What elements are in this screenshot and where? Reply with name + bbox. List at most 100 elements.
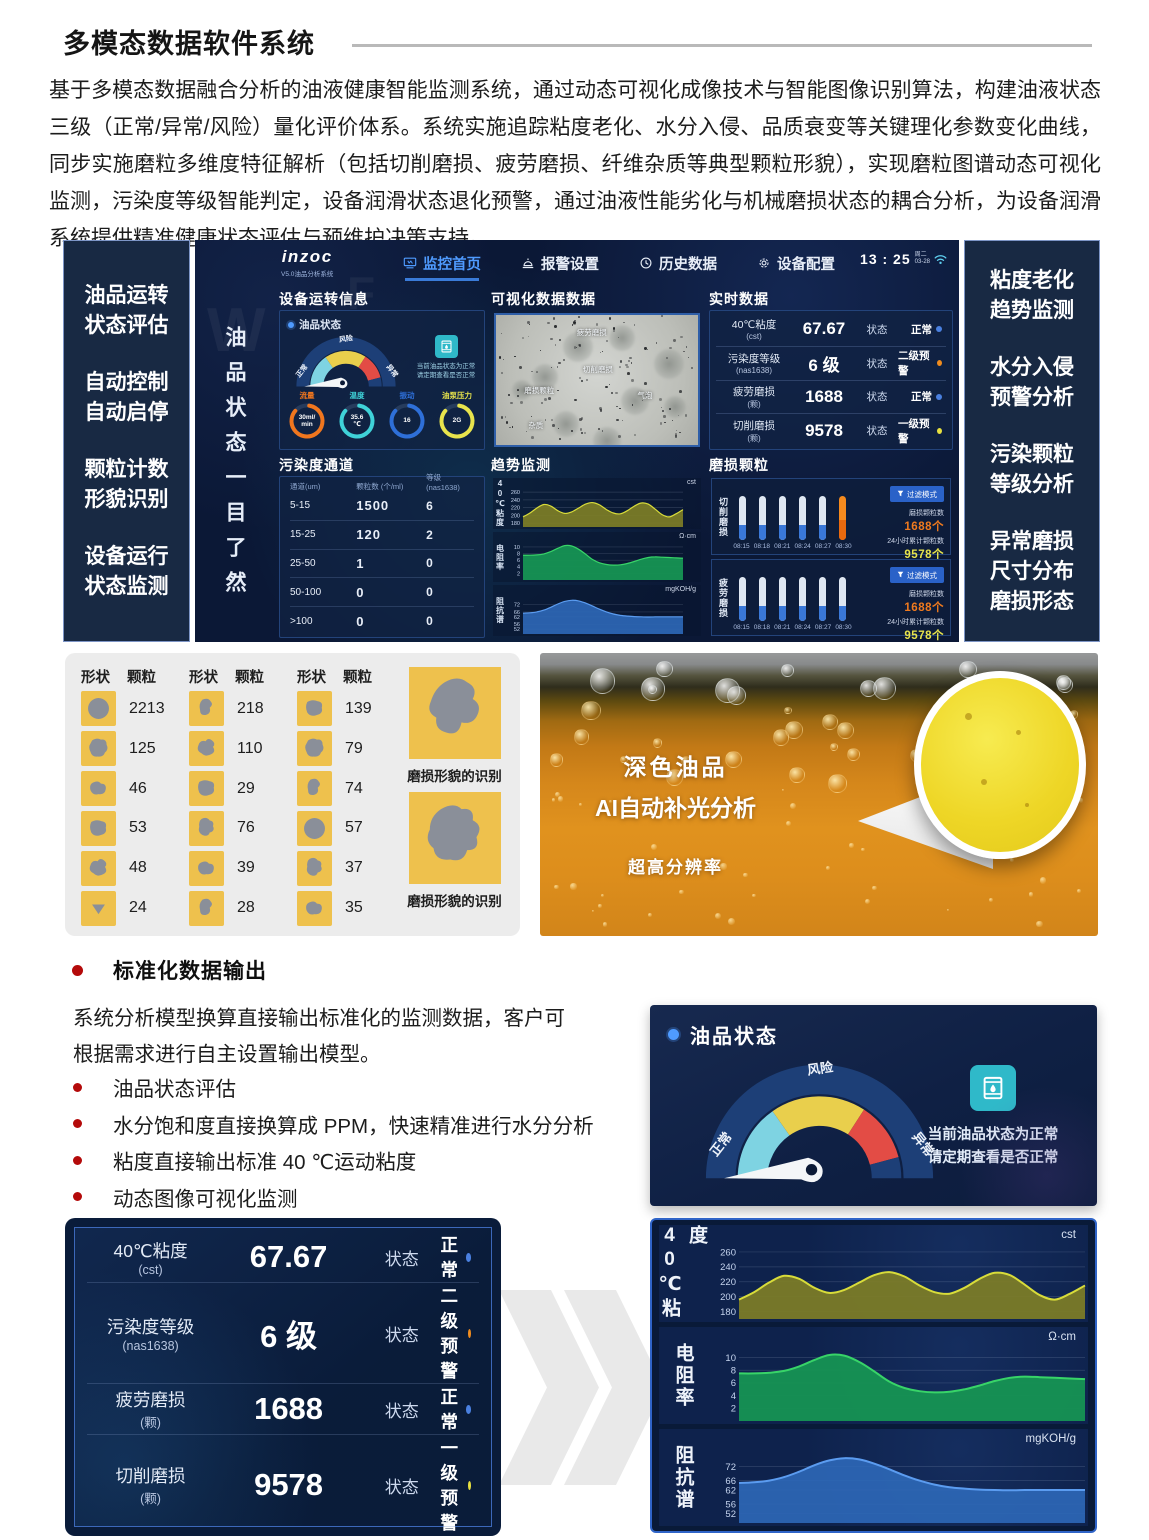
- speck: [505, 421, 509, 424]
- filter-mode-button[interactable]: 过滤模式: [890, 486, 944, 502]
- speck: [631, 404, 634, 406]
- app-logo: inzoc V5.0油品分析系统: [281, 247, 333, 278]
- wear-group-label: 切削磨损: [718, 496, 728, 537]
- speck: [619, 366, 621, 368]
- speck: [598, 406, 602, 410]
- particle-shape-icon: [81, 771, 116, 807]
- benefit-item: 颗粒计数 形貌识别: [84, 457, 169, 511]
- particle-column-header: 形状 颗粒: [81, 663, 181, 689]
- data-row: 切削磨损 (颗) 9578 状态 一级预警: [87, 1435, 479, 1535]
- svg-text:180: 180: [511, 521, 520, 527]
- clock-date: 周二 03-28: [914, 252, 930, 265]
- svg-text:4: 4: [517, 565, 520, 571]
- bubble: [1029, 892, 1034, 897]
- bubble: [658, 798, 661, 801]
- ring-gauge-icon: 30ml/ min: [287, 401, 327, 441]
- bubble: [551, 798, 556, 803]
- bubble: [821, 713, 839, 731]
- ring-label: 振动: [399, 391, 415, 400]
- oil-status-gauge-large: 正常 风险 异常: [692, 1051, 947, 1193]
- ring-label: 温度: [349, 391, 365, 400]
- nav-tab-3[interactable]: 历史数据: [639, 240, 717, 286]
- trend-chart-row: 40℃粘度 cst 260 240 220 200 180: [493, 478, 701, 529]
- nav-tab-1[interactable]: 监控首页: [403, 240, 481, 286]
- speck: [659, 422, 663, 425]
- bubble: [781, 789, 785, 792]
- data-row: 40℃粘度 (cst) 67.67 状态 正常: [87, 1232, 479, 1283]
- particle-count: 37: [345, 859, 363, 877]
- speck: [683, 350, 685, 353]
- area-chart: cst 260 240 220 200 180: [507, 478, 701, 529]
- oil-photo-caption: 深色油品 AI自动补光分析 超高分辨率: [595, 748, 756, 878]
- stat-value: 1688个: [904, 521, 944, 533]
- bubble: [715, 804, 721, 810]
- particle-shape-icon: [297, 890, 332, 926]
- particle-blob: [532, 364, 559, 391]
- trend-card: 40℃粘度 cst 260 240 220 200 180 电阻率 Ω·cm 10 8 6 4 2 阻抗谱 m…: [491, 476, 703, 638]
- bubble: [557, 796, 564, 802]
- metric-unit: (颗): [747, 399, 761, 409]
- stat-label: 24小时累计颗粒数: [887, 538, 944, 545]
- bubble: [1010, 858, 1014, 863]
- bubble: [714, 913, 721, 919]
- particle-row: 39: [189, 848, 289, 888]
- trend-charts: 40℃粘度 cst 260 240 220 200 180 电阻率 Ω·cm 10 8 6 4 2 阻抗谱 m…: [493, 478, 701, 637]
- metric-unit: (cst): [746, 332, 762, 342]
- red-bullet-icon: [73, 1082, 82, 1092]
- bubble: [665, 768, 683, 786]
- nav-tab-4[interactable]: 设备配置: [757, 240, 835, 286]
- bar-fill: [739, 525, 746, 540]
- speck: [500, 416, 503, 419]
- speck: [606, 339, 609, 343]
- chart-axis-label: 40℃粘度: [495, 479, 505, 528]
- speck: [504, 416, 507, 418]
- oil-status-label-row: 油品状态: [288, 317, 341, 332]
- nav-label: 设备配置: [777, 256, 835, 273]
- speck: [619, 360, 623, 363]
- particle-blob: [552, 411, 579, 438]
- count-cell: 0: [356, 584, 365, 600]
- gauge-ring: 振动 16: [384, 390, 430, 446]
- intro-paragraph: 基于多模态数据融合分析的油液健康智能监测系统，通过动态可视化成像技术与智能图像识…: [49, 79, 1101, 250]
- bubble: [554, 885, 559, 890]
- oil-barrel-icon: [970, 1065, 1016, 1111]
- chart-unit-label: mgKOH/g: [1025, 1433, 1077, 1445]
- particle-shape-icon: [189, 850, 224, 886]
- wear-bar: [739, 496, 746, 540]
- time-label: 08:21: [774, 543, 791, 550]
- nav-tab-2[interactable]: 报警设置: [521, 240, 599, 286]
- speck: [661, 407, 663, 409]
- particle-row: 46: [81, 769, 181, 809]
- status-text: 二级预警: [440, 1286, 459, 1381]
- bar-fill: [799, 606, 806, 621]
- status-text: 一级预警: [440, 1438, 459, 1533]
- metric-unit: (nas1638): [122, 1338, 179, 1353]
- column-header: 颗粒数 (个/ml): [356, 482, 404, 491]
- bubble: [828, 774, 847, 793]
- bubble: [789, 802, 797, 810]
- status: 二级预警: [898, 348, 946, 378]
- particle-shape-icon: [297, 691, 332, 727]
- particle-count: 57: [345, 819, 363, 837]
- status-word: 状态: [866, 323, 888, 336]
- time-label: 08:30: [835, 624, 852, 631]
- panel-title: 趋势监测: [491, 457, 551, 473]
- chart-unit-label: cst: [1061, 1229, 1076, 1241]
- bubble: [592, 909, 595, 912]
- svg-text:180: 180: [720, 1307, 736, 1318]
- monitor-icon: [403, 256, 417, 270]
- filter-mode-button[interactable]: 过滤模式: [890, 567, 944, 583]
- count-cell: 120: [356, 527, 381, 543]
- speck: [646, 394, 649, 397]
- time-label: 08:24: [794, 624, 811, 631]
- nav-label: 监控首页: [423, 256, 481, 273]
- particle-shape-icon: [81, 691, 116, 727]
- particle-shape-icon: [189, 771, 224, 807]
- speck: [687, 356, 689, 358]
- metric-label: 污染度等级: [106, 1316, 195, 1337]
- stat-label: 磨损颗粒数: [909, 510, 944, 517]
- svg-text:2: 2: [731, 1404, 736, 1415]
- status-dot-icon: [937, 427, 942, 434]
- particle-shape-icon: [297, 850, 332, 886]
- svg-text:260: 260: [511, 490, 520, 496]
